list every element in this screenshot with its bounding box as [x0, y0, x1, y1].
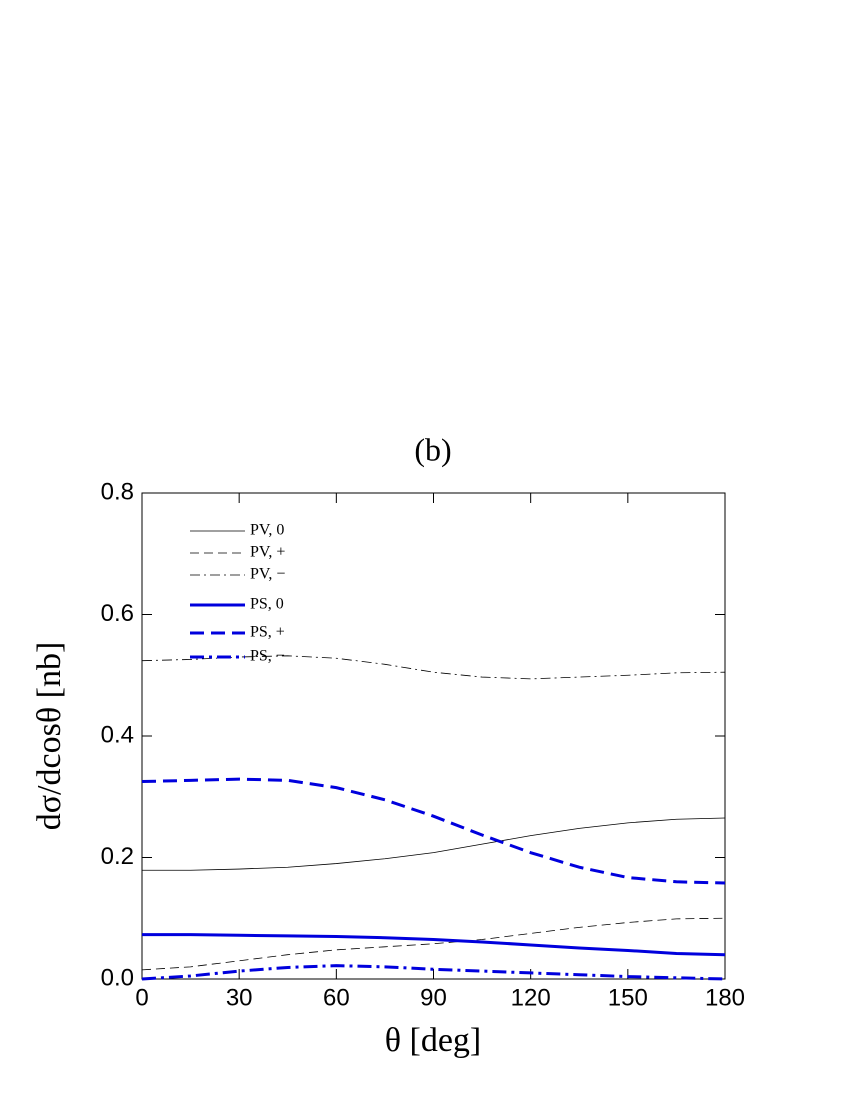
y-tick-label: 0.4	[101, 721, 134, 748]
series-line	[141, 655, 726, 680]
x-axis-label: θ [deg]	[385, 1022, 482, 1059]
x-tick-label: 120	[511, 984, 551, 1011]
series-line	[142, 817, 726, 871]
legend-label: PS, 0	[250, 596, 284, 613]
y-tick-label: 0.0	[101, 964, 134, 991]
y-tick-label: 0.8	[101, 478, 134, 505]
x-tick-label: 60	[323, 984, 350, 1011]
legend-label: PS, −	[250, 648, 285, 665]
series-line	[142, 933, 726, 957]
legend-label: PS, +	[250, 624, 285, 641]
y-tick-label: 0.2	[101, 843, 134, 870]
legend-label: PV, 0	[250, 522, 284, 539]
series-line	[141, 777, 726, 885]
series-line	[141, 964, 726, 981]
x-tick-label: 0	[135, 984, 148, 1011]
x-tick-label: 180	[705, 984, 745, 1011]
plot-frame	[141, 492, 726, 980]
x-tick-label: 30	[226, 984, 253, 1011]
legend-label: PV, +	[250, 544, 285, 561]
legend-label: PV, −	[250, 566, 285, 583]
y-axis-label: dσ/dcosθ [nb]	[31, 642, 68, 831]
x-tick-label: 150	[608, 984, 648, 1011]
series-line	[141, 917, 726, 971]
chart-title: (b)	[414, 431, 451, 467]
x-tick-label: 90	[420, 984, 447, 1011]
y-tick-label: 0.6	[101, 600, 134, 627]
